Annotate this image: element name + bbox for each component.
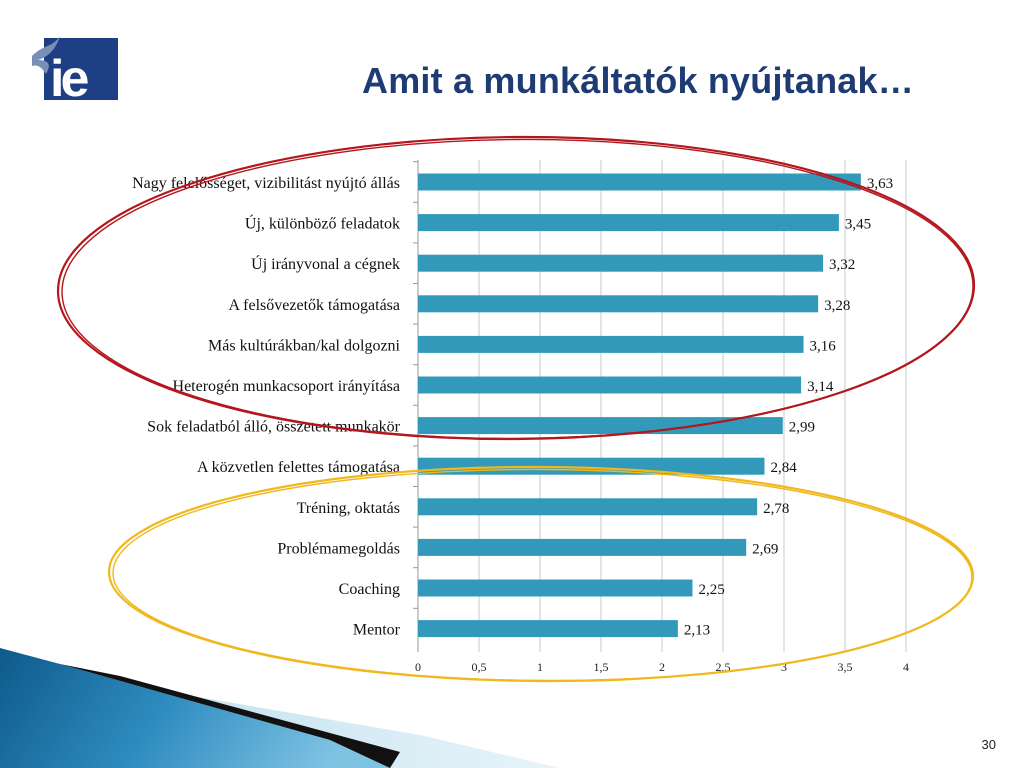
category-label: Új, különböző feladatok — [245, 214, 400, 233]
x-tick-label: 0 — [415, 660, 421, 674]
logo-background — [44, 38, 118, 100]
value-label: 3,14 — [807, 379, 834, 395]
yellow-highlight-ellipse — [112, 468, 973, 682]
value-label: 2,25 — [699, 582, 725, 598]
x-tick-label: 4 — [903, 660, 909, 674]
category-label: Tréning, oktatás — [297, 500, 400, 517]
bar — [418, 417, 783, 435]
value-label: 2,69 — [752, 541, 778, 557]
category-label: Nagy felelősséget, vizibilitást nyújtó á… — [132, 175, 400, 192]
x-tick-label: 3,5 — [838, 660, 853, 674]
bar — [418, 538, 747, 556]
value-label: 3,28 — [824, 298, 850, 314]
x-tick-label: 1 — [537, 660, 543, 674]
value-label: 3,45 — [845, 217, 871, 233]
x-tick-label: 3 — [781, 660, 787, 674]
logo-flame-icon — [32, 36, 60, 74]
category-label: Heterogén munkacsoport irányítása — [173, 378, 400, 395]
category-label: Mentor — [353, 622, 401, 639]
value-label: 3,63 — [867, 176, 893, 192]
category-label: Coaching — [339, 581, 400, 598]
value-label: 2,99 — [789, 420, 815, 436]
value-label: 2,78 — [763, 501, 789, 517]
bars — [418, 173, 861, 638]
decor-blue-wedge — [0, 648, 390, 768]
bar — [418, 579, 693, 597]
yellow-highlight-ellipse — [107, 465, 975, 683]
bar — [418, 295, 819, 313]
category-label: A közvetlen felettes támogatása — [197, 459, 400, 476]
value-label: 3,16 — [810, 338, 837, 354]
bar — [418, 457, 765, 475]
red-highlight-ellipse — [61, 138, 974, 440]
bar — [418, 376, 802, 394]
grid-lines — [413, 160, 907, 652]
logo-text: ie — [50, 50, 88, 104]
value-label: 2,13 — [684, 623, 710, 639]
slide-title: Amit a munkáltatók nyújtanak… — [362, 60, 914, 101]
value-labels: 3,63 3,45 3,32 3,28 3,16 3,14 2,99 2,84 2,78 2,69… — [684, 176, 893, 639]
category-label: Problémamegoldás — [277, 540, 400, 557]
x-tick-label: 0,5 — [472, 660, 487, 674]
category-label: Sok feladatból álló, összetett munkakör — [147, 419, 401, 436]
category-labels: Nagy felelősséget, vizibilitást nyújtó á… — [132, 175, 401, 639]
ie-logo: ie — [32, 36, 118, 104]
x-tick-labels: 0 0,5 1 1,5 2 2,5 3 3,5 4 — [415, 660, 909, 674]
bar — [418, 498, 758, 516]
bar — [418, 173, 861, 191]
bar — [418, 335, 804, 353]
bar — [418, 214, 839, 232]
highlight-ellipses — [56, 135, 976, 683]
page-number: 30 — [981, 737, 996, 752]
bar — [418, 620, 678, 638]
category-label: Más kultúrákban/kal dolgozni — [208, 337, 401, 354]
x-tick-label: 1,5 — [594, 660, 609, 674]
x-tick-label: 2 — [659, 660, 665, 674]
value-label: 2,84 — [770, 460, 797, 476]
category-label: A felsővezetők támogatása — [229, 297, 401, 314]
value-label: 3,32 — [829, 257, 855, 273]
bar — [418, 254, 824, 272]
category-label: Új irányvonal a cégnek — [251, 254, 400, 273]
